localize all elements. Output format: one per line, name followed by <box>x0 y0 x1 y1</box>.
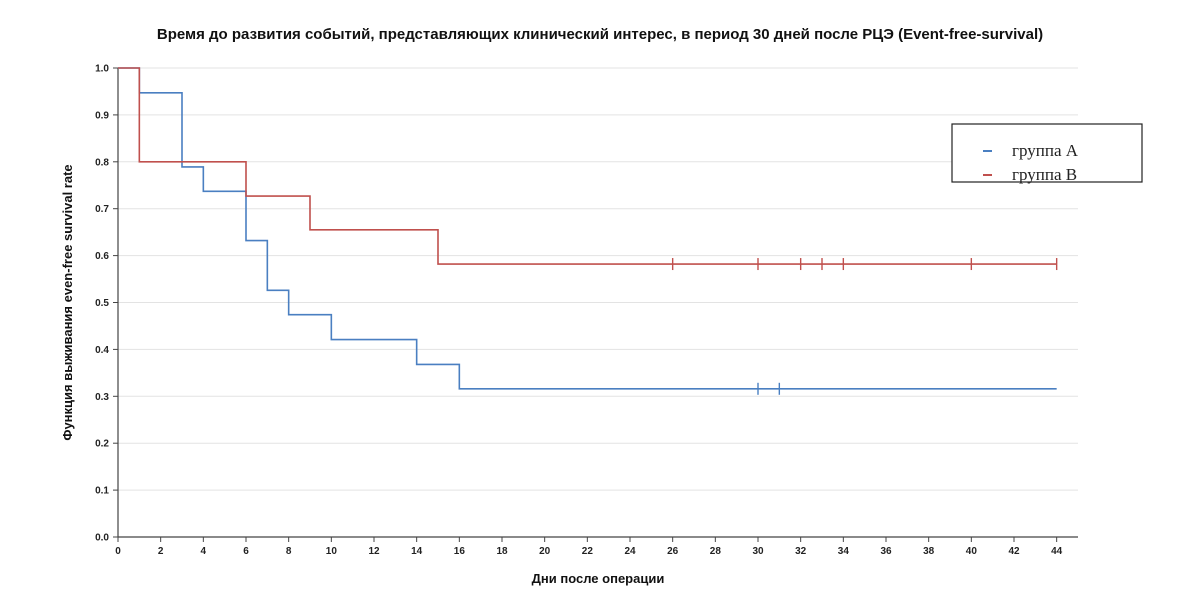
y-tick-label: 0.5 <box>95 298 109 309</box>
legend-box <box>951 123 1143 183</box>
x-tick-label: 24 <box>624 546 636 557</box>
x-tick-label: 18 <box>496 546 508 557</box>
x-tick-label: 34 <box>838 546 850 557</box>
axes: 0.00.10.20.30.40.50.60.70.80.91.00 2 4 6 8 10… <box>95 64 1078 557</box>
series-2-line <box>118 67 1057 265</box>
x-tick-label: 0 <box>115 546 121 557</box>
y-axis-title: Функция выживания even-free survival rat… <box>60 164 75 440</box>
y-tick-label: 0.8 <box>95 157 109 168</box>
x-tick-label: 6 <box>243 546 249 557</box>
x-tick-label: 4 <box>201 546 207 557</box>
x-tick-label: 8 <box>286 546 292 557</box>
x-tick-label: 12 <box>368 546 380 557</box>
legend-label: группа А <box>1012 141 1079 160</box>
series <box>118 67 1058 395</box>
chart-title: Время до развития событий, представляющи… <box>156 26 1044 43</box>
y-tick-label: 1.0 <box>95 64 109 75</box>
x-tick-label: 10 <box>326 546 338 557</box>
x-tick-label: 20 <box>539 546 551 557</box>
x-tick-label: 14 <box>411 546 423 557</box>
y-tick-label: 0.7 <box>95 204 109 215</box>
y-tick-label: 0.9 <box>95 110 109 121</box>
legend-label: группа В <box>1012 165 1077 184</box>
x-tick-label: 40 <box>966 546 978 557</box>
x-tick-label: 42 <box>1008 546 1020 557</box>
x-tick-label: 2 <box>158 546 164 557</box>
y-tick-label: 0.6 <box>95 251 109 262</box>
x-tick-label: 38 <box>923 546 935 557</box>
x-tick-label: 32 <box>795 546 807 557</box>
y-tick-label: 0.3 <box>95 392 109 403</box>
x-tick-label: 26 <box>667 546 679 557</box>
x-tick-label: 28 <box>710 546 722 557</box>
x-tick-label: 30 <box>752 546 764 557</box>
series-1-line <box>118 67 1057 390</box>
y-tick-label: 0.2 <box>95 439 109 450</box>
grid <box>118 67 1078 491</box>
y-tick-label: 0.4 <box>95 345 109 356</box>
y-tick-label: 0.1 <box>95 486 109 497</box>
x-axis-title: Дни после операции <box>532 571 665 586</box>
x-tick-label: 36 <box>880 546 892 557</box>
x-tick-label: 44 <box>1051 546 1063 557</box>
y-tick-label: 0.0 <box>95 533 109 544</box>
x-tick-label: 22 <box>582 546 594 557</box>
legend: группа А группа В <box>951 123 1143 184</box>
x-tick-label: 16 <box>454 546 466 557</box>
